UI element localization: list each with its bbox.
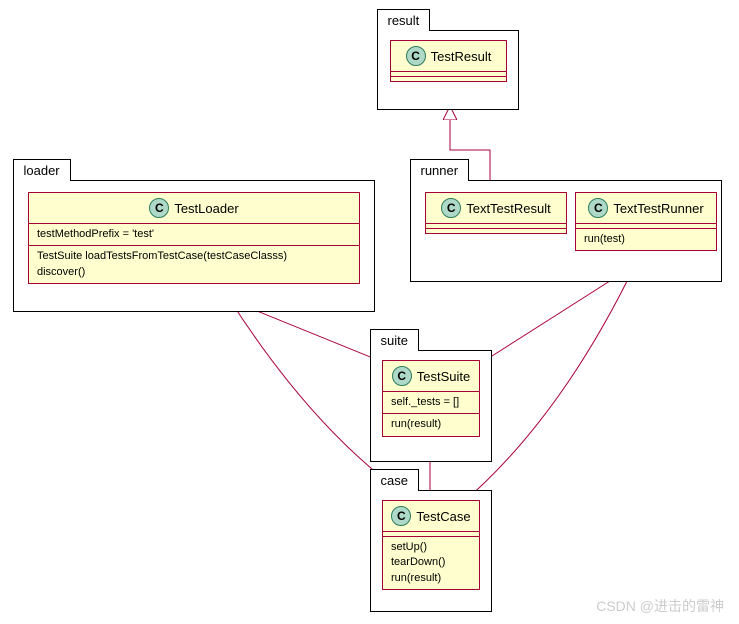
watermark-text: CSDN @进击的雷神 xyxy=(596,596,724,616)
class-name-label: TextTestResult xyxy=(466,201,551,216)
class-attr-row: testMethodPrefix = 'test' xyxy=(37,227,351,242)
class-TestCase: C TestCase setUp()tearDown()run(result) xyxy=(382,500,480,590)
class-name-label: TestCase xyxy=(416,509,470,524)
class-icon: C xyxy=(588,198,608,218)
class-title-TextTestResult: C TextTestResult xyxy=(426,193,566,224)
class-method-row: TestSuite loadTestsFromTestCase(testCase… xyxy=(37,249,351,264)
class-name-label: TestLoader xyxy=(174,201,238,216)
class-attrs: self._tests = [] xyxy=(383,392,479,414)
class-methods xyxy=(391,77,506,81)
class-TestLoader: C TestLoader testMethodPrefix = 'test' Test… xyxy=(28,192,360,284)
class-title-TextTestRunner: C TextTestRunner xyxy=(576,193,716,224)
class-name-label: TextTestRunner xyxy=(613,201,703,216)
class-icon: C xyxy=(149,198,169,218)
class-icon: C xyxy=(406,46,426,66)
package-tab-suite: suite xyxy=(370,329,419,351)
class-icon: C xyxy=(441,198,461,218)
class-attrs: testMethodPrefix = 'test' xyxy=(29,224,359,246)
class-TestSuite: C TestSuite self._tests = [] run(result) xyxy=(382,360,480,437)
class-title-TestLoader: C TestLoader xyxy=(29,193,359,224)
class-methods: run(test) xyxy=(576,229,716,250)
package-tab-result: result xyxy=(377,9,431,31)
class-methods: TestSuite loadTestsFromTestCase(testCase… xyxy=(29,246,359,283)
class-icon: C xyxy=(392,366,412,386)
class-methods xyxy=(426,229,566,233)
class-method-row: run(result) xyxy=(391,571,471,586)
class-icon: C xyxy=(391,506,411,526)
class-title-TestSuite: C TestSuite xyxy=(383,361,479,392)
class-TextTestResult: C TextTestResult xyxy=(425,192,567,234)
class-attr-row: self._tests = [] xyxy=(391,395,471,410)
class-methods: run(result) xyxy=(383,414,479,435)
class-title-TestCase: C TestCase xyxy=(383,501,479,532)
class-methods: setUp()tearDown()run(result) xyxy=(383,537,479,589)
class-method-row: run(test) xyxy=(584,232,708,247)
class-TextTestRunner: C TextTestRunner run(test) xyxy=(575,192,717,251)
class-title-TestResult: C TestResult xyxy=(391,41,506,72)
class-method-row: tearDown() xyxy=(391,555,471,570)
class-method-row: run(result) xyxy=(391,417,471,432)
class-method-row: setUp() xyxy=(391,540,471,555)
class-name-label: TestResult xyxy=(431,49,492,64)
class-method-row: discover() xyxy=(37,265,351,280)
package-tab-case: case xyxy=(370,469,419,491)
package-tab-runner: runner xyxy=(410,159,470,181)
package-tab-loader: loader xyxy=(13,159,71,181)
class-TestResult: C TestResult xyxy=(390,40,507,82)
class-name-label: TestSuite xyxy=(417,369,470,384)
